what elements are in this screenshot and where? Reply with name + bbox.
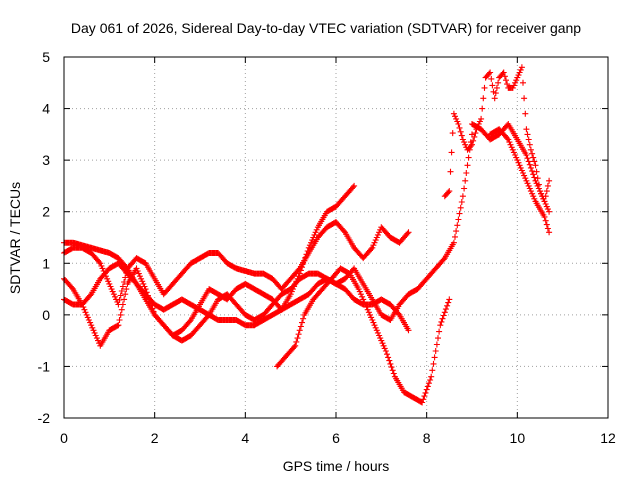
plus-markers xyxy=(274,265,453,406)
y-axis-label: SDTVAR / TECUs xyxy=(7,182,23,294)
x-tick-label: 4 xyxy=(241,430,249,446)
x-tick-label: 12 xyxy=(600,430,616,446)
series-track-6 xyxy=(441,64,553,215)
y-tick-label: 3 xyxy=(42,152,50,168)
y-tick-label: -1 xyxy=(38,358,51,374)
data-series xyxy=(61,64,553,406)
y-tick-label: 4 xyxy=(42,101,50,117)
x-tick-label: 8 xyxy=(423,430,431,446)
series-track-3 xyxy=(61,131,475,344)
x-tick-label: 2 xyxy=(151,430,159,446)
chart-title: Day 061 of 2026, Sidereal Day-to-day VTE… xyxy=(71,20,581,36)
plus-markers xyxy=(61,182,358,349)
y-tick-label: 5 xyxy=(42,49,50,65)
series-track-7 xyxy=(469,121,553,205)
plus-markers xyxy=(61,131,475,344)
y-tick-label: 2 xyxy=(42,204,50,220)
grid-lines xyxy=(64,57,608,418)
axis-ticks xyxy=(63,56,609,419)
x-tick-label: 0 xyxy=(60,430,68,446)
x-tick-label: 6 xyxy=(332,430,340,446)
series-track-5 xyxy=(274,265,453,406)
x-tick-labels: 0 2 4 6 8 10 12 xyxy=(60,430,616,446)
y-tick-label: 1 xyxy=(42,255,50,271)
series-track-8 xyxy=(487,126,553,236)
x-axis-label: GPS time / hours xyxy=(283,458,390,474)
y-tick-label: 0 xyxy=(42,307,50,323)
series-track-2 xyxy=(61,182,358,349)
plus-markers xyxy=(469,121,553,205)
x-tick-label: 10 xyxy=(510,430,526,446)
y-tick-labels: -2 -1 0 1 2 3 4 5 xyxy=(38,49,51,426)
plus-markers xyxy=(441,64,553,215)
plus-markers xyxy=(487,126,553,236)
y-tick-label: -2 xyxy=(38,410,51,426)
